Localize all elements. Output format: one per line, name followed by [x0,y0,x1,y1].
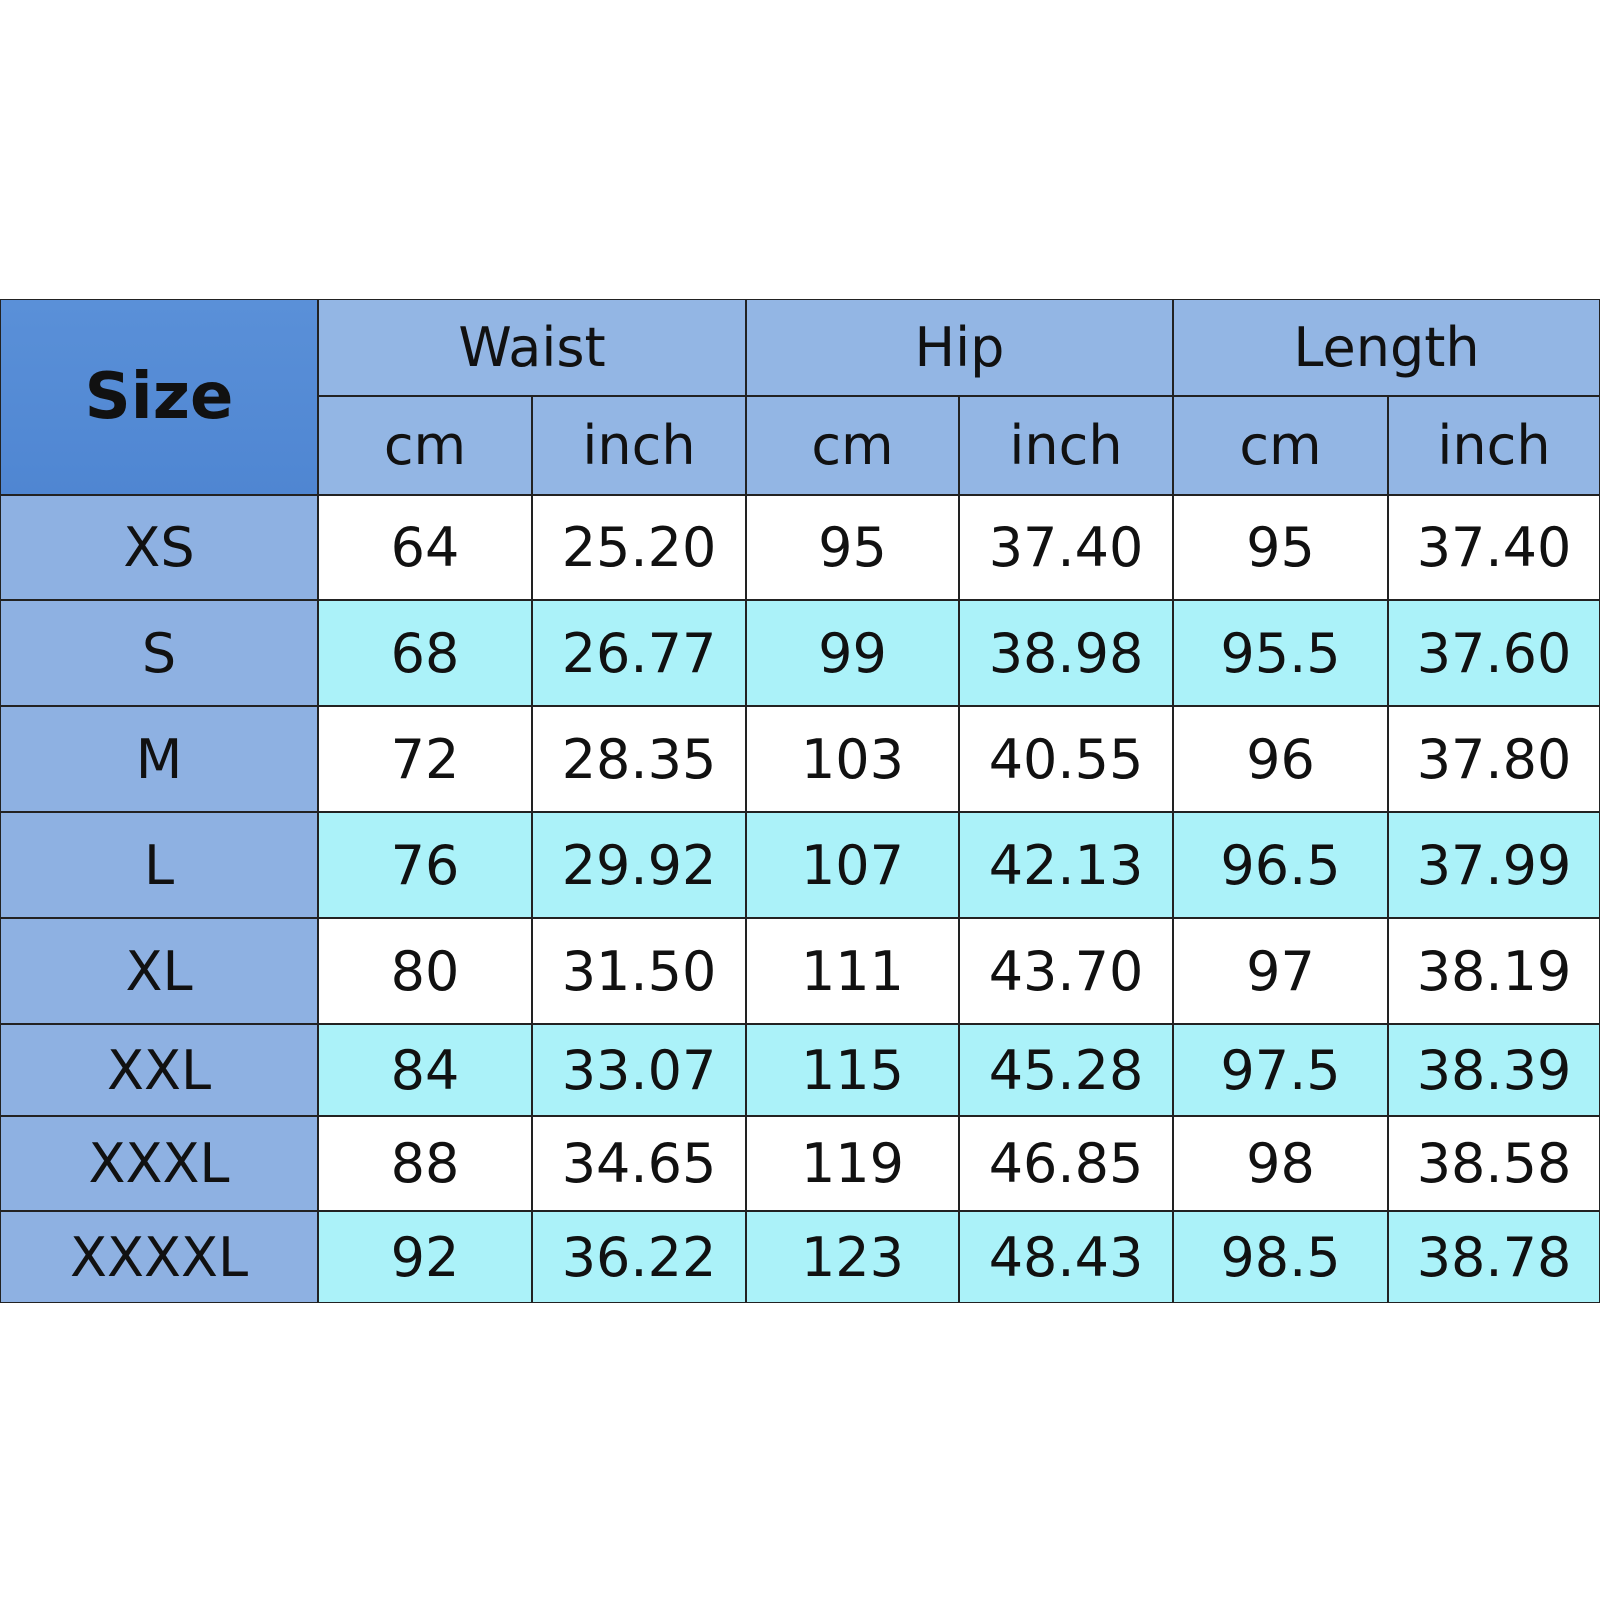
measure-cell: 37.40 [1388,495,1600,600]
measure-cell: 36.22 [532,1211,746,1303]
measure-cell: 38.78 [1388,1211,1600,1303]
measure-cell: 95 [746,495,959,600]
group-header: Hip [746,299,1173,396]
measure-cell: 103 [746,706,959,812]
measure-cell: 48.43 [959,1211,1173,1303]
measure-cell: 84 [318,1024,532,1116]
measure-cell: 37.80 [1388,706,1600,812]
measure-cell: 95.5 [1173,600,1388,706]
measure-cell: 97.5 [1173,1024,1388,1116]
measure-cell: 38.58 [1388,1116,1600,1211]
measure-cell: 88 [318,1116,532,1211]
unit-header: cm [318,396,532,495]
measure-cell: 64 [318,495,532,600]
size-label: XXXL [0,1116,318,1211]
group-header: Waist [318,299,746,396]
size-label: XXXXL [0,1211,318,1303]
unit-header: inch [1388,396,1600,495]
measure-cell: 111 [746,918,959,1024]
measure-cell: 28.35 [532,706,746,812]
measure-cell: 115 [746,1024,959,1116]
unit-header: cm [746,396,959,495]
measure-cell: 119 [746,1116,959,1211]
size-label: S [0,600,318,706]
measure-cell: 26.77 [532,600,746,706]
measure-cell: 97 [1173,918,1388,1024]
measure-cell: 25.20 [532,495,746,600]
measure-cell: 92 [318,1211,532,1303]
size-label: L [0,812,318,918]
measure-cell: 96 [1173,706,1388,812]
group-header: Length [1173,299,1600,396]
measure-cell: 38.98 [959,600,1173,706]
measure-cell: 95 [1173,495,1388,600]
measure-cell: 98.5 [1173,1211,1388,1303]
size-label: M [0,706,318,812]
measure-cell: 34.65 [532,1116,746,1211]
measure-cell: 37.40 [959,495,1173,600]
unit-header: inch [532,396,746,495]
measure-cell: 37.99 [1388,812,1600,918]
measure-cell: 43.70 [959,918,1173,1024]
measure-cell: 29.92 [532,812,746,918]
measure-cell: 68 [318,600,532,706]
measure-cell: 96.5 [1173,812,1388,918]
measure-cell: 38.39 [1388,1024,1600,1116]
measure-cell: 31.50 [532,918,746,1024]
size-label: XXL [0,1024,318,1116]
unit-header: cm [1173,396,1388,495]
measure-cell: 46.85 [959,1116,1173,1211]
measure-cell: 33.07 [532,1024,746,1116]
measure-cell: 123 [746,1211,959,1303]
measure-cell: 99 [746,600,959,706]
measure-cell: 80 [318,918,532,1024]
unit-header: inch [959,396,1173,495]
measure-cell: 37.60 [1388,600,1600,706]
measure-cell: 76 [318,812,532,918]
measure-cell: 38.19 [1388,918,1600,1024]
measure-cell: 98 [1173,1116,1388,1211]
size-label: XL [0,918,318,1024]
measure-cell: 42.13 [959,812,1173,918]
measure-cell: 45.28 [959,1024,1173,1116]
measure-cell: 107 [746,812,959,918]
measure-cell: 72 [318,706,532,812]
measure-cell: 40.55 [959,706,1173,812]
size-label: XS [0,495,318,600]
size-header: Size [0,299,318,495]
